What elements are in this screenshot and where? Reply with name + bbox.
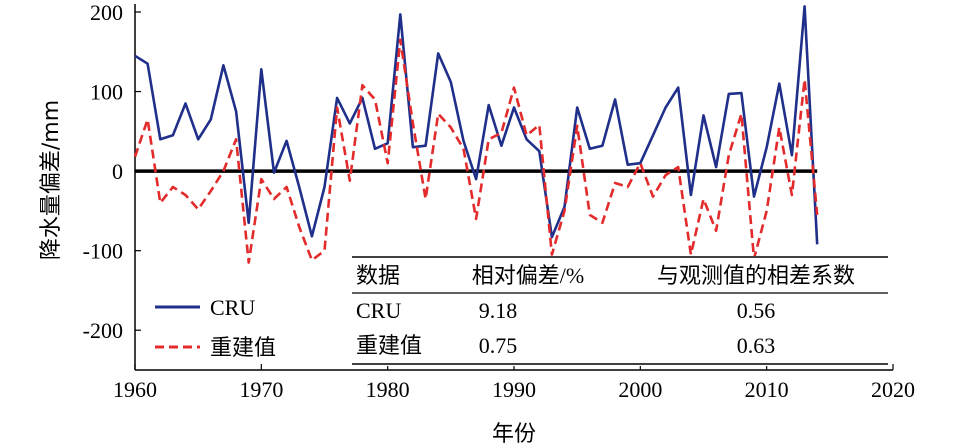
x-tick-label: 1980 — [366, 377, 410, 402]
x-tick-label: 2010 — [745, 377, 789, 402]
y-tick-label: 200 — [90, 0, 123, 25]
x-tick-label: 2000 — [618, 377, 662, 402]
table-header-relative-deviation: 相对偏差/% — [472, 263, 584, 288]
statistics-table: 数据 相对偏差/% 与观测值的相差系数 CRU 9.18 0.56 重建值 0.… — [352, 256, 888, 366]
x-tick-label: 1960 — [113, 377, 157, 402]
y-tick-label: -100 — [83, 239, 123, 264]
table-cell-row2-deviation: 0.75 — [479, 333, 518, 358]
y-tick-label: 100 — [90, 80, 123, 105]
series-line-reconstructed — [133, 38, 819, 264]
x-axis-title: 年份 — [492, 422, 536, 445]
table-cell-row2-name: 重建值 — [356, 333, 422, 358]
y-tick-label: -200 — [83, 318, 123, 343]
table-cell-row1-deviation: 9.18 — [479, 298, 518, 323]
table-header-correlation: 与观测值的相差系数 — [657, 263, 855, 288]
x-tick-label: 1970 — [239, 377, 283, 402]
x-tick-label: 2020 — [871, 377, 915, 402]
table-header-data: 数据 — [356, 263, 400, 288]
x-tick-label: 1990 — [492, 377, 536, 402]
legend: CRU 重建值 — [155, 295, 276, 360]
table-cell-row1-correlation: 0.56 — [737, 298, 776, 323]
table-cell-row1-name: CRU — [356, 298, 401, 323]
table-background — [352, 256, 888, 366]
legend-label-cru: CRU — [210, 295, 255, 320]
y-axis-title: 降水量偏差/mm — [39, 100, 64, 260]
series-line-cru — [134, 5, 819, 245]
legend-label-reconstructed: 重建值 — [210, 335, 276, 360]
axes: 1960 1970 1980 1990 2000 2010 2020 200 100 0 -100 -… — [83, 0, 915, 402]
series-layer — [133, 5, 819, 264]
y-tick-label: 0 — [112, 159, 123, 184]
table-cell-row2-correlation: 0.63 — [737, 333, 776, 358]
